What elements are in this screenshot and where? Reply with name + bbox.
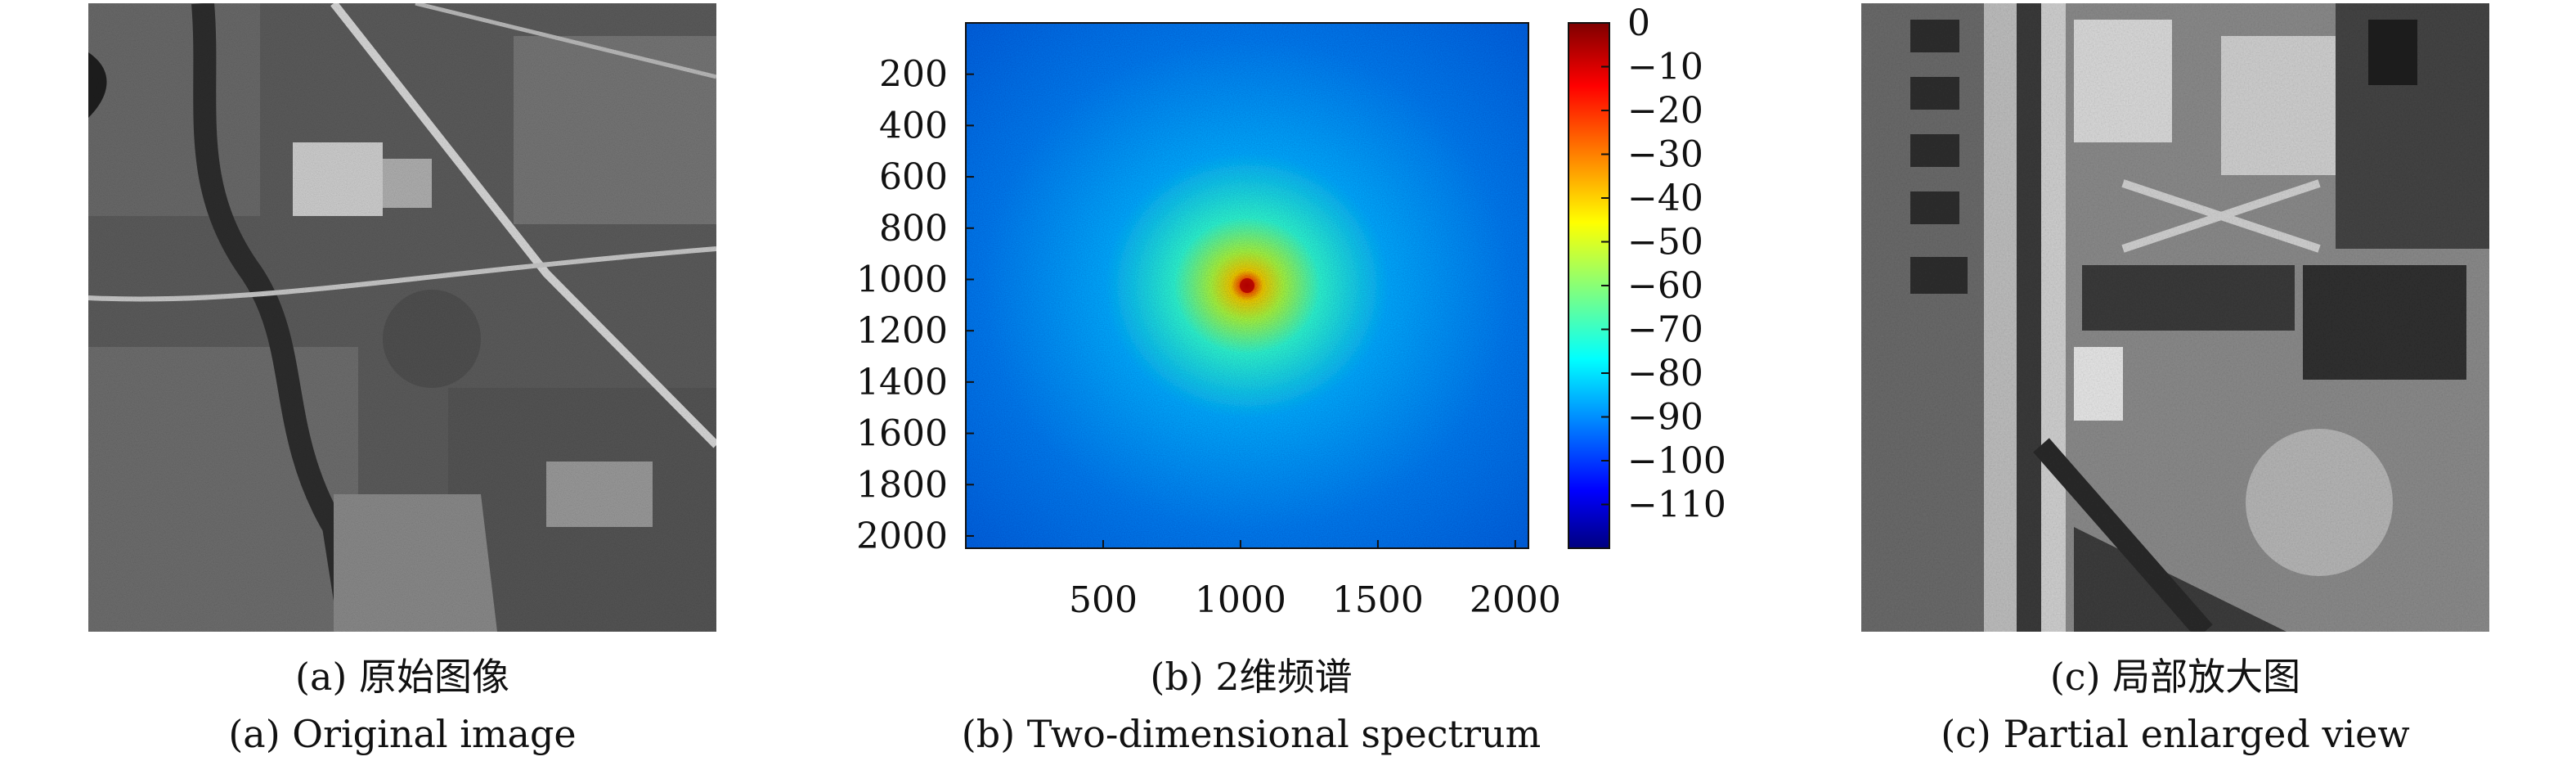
x-tick-label: 500 (1069, 579, 1138, 621)
caption-spectrum-cn: (b) 2维频谱 (1150, 655, 1353, 699)
x-tick-label: 1000 (1195, 579, 1286, 621)
colorbar-tick-label: −100 (1627, 440, 1726, 482)
spectrum-plot-area (965, 22, 1529, 549)
x-axis-ticks: 500 1000 1500 2000 (1069, 540, 1561, 621)
colorbar-tick-label: −70 (1627, 309, 1703, 351)
colorbar-tick-label: 0 (1627, 2, 1650, 44)
y-tick-label: 200 (879, 54, 948, 96)
y-tick-label: 1000 (856, 259, 948, 300)
colorbar-tick-label: −30 (1627, 134, 1703, 176)
x-tick-label: 1500 (1332, 579, 1424, 621)
caption-spectrum-en: (b) Two-dimensional spectrum (961, 712, 1542, 756)
x-tick-label: 2000 (1470, 579, 1561, 621)
colorbar (1568, 22, 1610, 549)
colorbar-tick-label: −50 (1627, 222, 1703, 263)
colorbar-tick-label: −10 (1627, 47, 1703, 88)
colorbar-tick-label: −40 (1627, 178, 1703, 219)
colorbar-tick-label: −80 (1627, 353, 1703, 394)
y-tick-label: 1200 (856, 310, 948, 352)
colorbar-ticks: 0−10−20−30−40−50−60−70−80−90−100−110 (1601, 2, 1726, 526)
y-tick-label: 800 (879, 208, 948, 250)
colorbar-tick-label: −110 (1627, 484, 1726, 526)
spectrum-peak (1240, 278, 1254, 293)
colorbar-tick-label: −20 (1627, 90, 1703, 132)
caption-original-en: (a) Original image (228, 712, 577, 756)
y-tick-label: 1800 (856, 464, 948, 506)
y-tick-label: 600 (879, 156, 948, 198)
y-axis-ticks: 200 400 600 800 1000 1200 1400 1600 1800 2000 (856, 54, 974, 557)
enlarged-aerial-image (1861, 3, 2489, 632)
y-tick-label: 400 (879, 105, 948, 146)
caption-enlarged-en: (c) Partial enlarged view (1941, 712, 2410, 756)
spectrum-frame (965, 22, 1529, 549)
colorbar-tick-label: −90 (1627, 397, 1703, 439)
y-tick-label: 1400 (856, 362, 948, 403)
y-tick-label: 2000 (856, 516, 948, 557)
colorbar-gradient (1568, 22, 1610, 549)
caption-enlarged-cn: (c) 局部放大图 (2049, 655, 2301, 699)
original-aerial-image (88, 3, 716, 632)
colorbar-tick-label: −60 (1627, 265, 1703, 307)
y-tick-label: 1600 (856, 413, 948, 455)
spectrum-heatmap (966, 23, 1528, 548)
caption-original-cn: (a) 原始图像 (295, 655, 509, 699)
